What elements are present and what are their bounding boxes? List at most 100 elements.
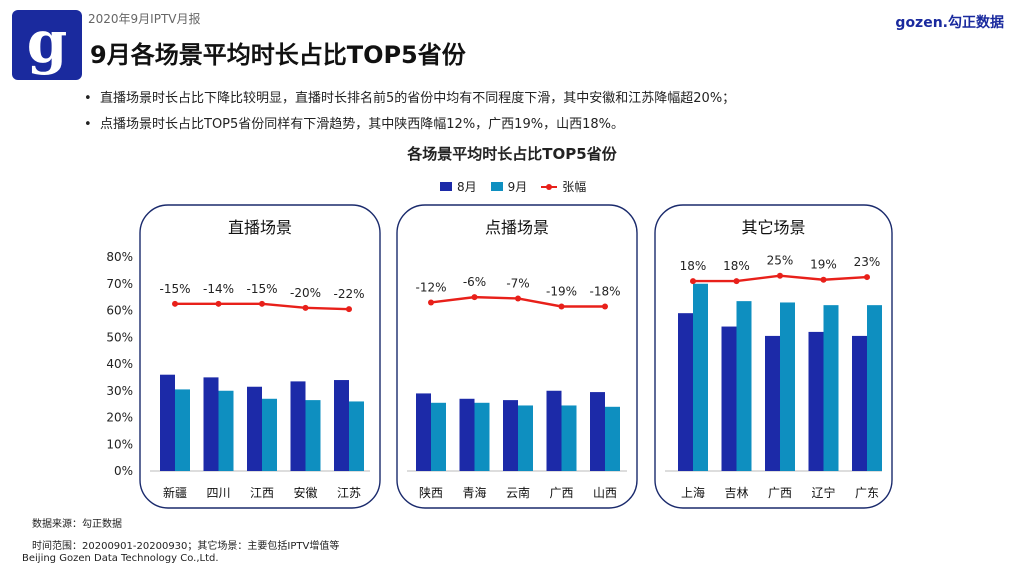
change-point xyxy=(820,276,827,283)
bar-sep xyxy=(736,301,752,471)
x-tick-label: 上海 xyxy=(681,485,705,500)
change-point xyxy=(302,304,309,311)
bar-aug xyxy=(808,331,824,471)
change-point xyxy=(602,303,608,310)
change-point xyxy=(558,303,565,310)
legend-swatch-aug xyxy=(440,182,452,191)
bullet-item: 直播场景时长占比下降比较明显，直播时长排名前5的省份中均有不同程度下滑，其中安徽… xyxy=(84,90,735,107)
y-tick-label: 70% xyxy=(106,277,133,291)
bar-aug xyxy=(203,377,219,471)
change-label: -19% xyxy=(546,284,577,298)
bar-sep xyxy=(262,398,277,471)
change-label: -15% xyxy=(159,282,190,296)
gozen-logo: g xyxy=(12,10,82,80)
bar-aug xyxy=(765,335,780,471)
change-point xyxy=(515,295,521,302)
legend-label-aug: 8月 xyxy=(457,180,477,194)
x-tick-label: 安徽 xyxy=(293,485,317,500)
change-point xyxy=(346,306,352,313)
brand-logo: gozen.勾正数据 xyxy=(895,15,1004,31)
bar-sep xyxy=(305,400,321,471)
y-tick-label: 80% xyxy=(106,250,133,264)
summary-bullets: 直播场景时长占比下降比较明显，直播时长排名前5的省份中均有不同程度下滑，其中安徽… xyxy=(84,90,735,142)
data-source: 数据来源：勾正数据 xyxy=(32,519,122,530)
legend-line-change xyxy=(541,183,558,190)
x-tick-label: 辽宁 xyxy=(811,485,835,500)
bar-sep xyxy=(780,302,795,471)
change-point xyxy=(172,300,178,307)
y-tick-label: 0% xyxy=(114,464,133,478)
x-tick-label: 广西 xyxy=(549,486,573,500)
panel-frame xyxy=(139,204,381,509)
bar-aug xyxy=(852,335,867,471)
x-tick-label: 新疆 xyxy=(163,485,187,500)
x-tick-label: 四川 xyxy=(206,486,230,500)
change-point xyxy=(690,278,696,285)
page-title: 9月各场景平均时长占比TOP5省份 xyxy=(90,41,466,69)
change-point xyxy=(777,272,783,279)
bullet-item: 点播场景时长占比TOP5省份同样有下滑趋势，其中陕西降幅12%，广西19%，山西… xyxy=(84,116,735,133)
bar-sep xyxy=(175,389,190,471)
panel-title: 其它场景 xyxy=(741,218,805,237)
change-label: -22% xyxy=(333,287,364,301)
y-tick-label: 30% xyxy=(106,384,133,398)
change-point xyxy=(259,300,265,307)
legend-sep: 9月 xyxy=(490,178,527,195)
legend-swatch-sep xyxy=(490,182,503,191)
change-point xyxy=(428,299,434,306)
change-label: -12% xyxy=(415,280,446,294)
y-tick-label: 60% xyxy=(106,304,133,318)
change-label: 23% xyxy=(854,255,881,269)
bar-aug xyxy=(590,392,605,471)
x-tick-label: 江苏 xyxy=(337,486,361,500)
y-tick-label: 20% xyxy=(106,411,133,425)
time-range: 时间范围：20200901-20200930；其它场景：主要包括IPTV增值等 xyxy=(32,541,340,552)
change-label: -18% xyxy=(589,284,620,298)
x-tick-label: 山西 xyxy=(593,486,617,500)
change-label: -20% xyxy=(290,286,321,300)
change-label: 18% xyxy=(723,259,750,273)
x-tick-label: 吉林 xyxy=(724,486,748,500)
x-tick-label: 陕西 xyxy=(419,485,443,500)
bar-aug xyxy=(459,398,475,471)
change-label: 25% xyxy=(767,254,794,268)
change-label: 18% xyxy=(680,259,707,273)
bar-aug xyxy=(546,390,562,471)
chart-title: 各场景平均时长占比TOP5省份 xyxy=(407,145,617,163)
bar-sep xyxy=(474,402,490,471)
change-label: -7% xyxy=(506,276,529,290)
bar-aug xyxy=(416,393,431,471)
report-tag: 2020年9月IPTV月报 xyxy=(88,12,201,26)
change-point xyxy=(864,274,870,281)
panel-frame xyxy=(654,204,893,509)
panel-title: 直播场景 xyxy=(228,218,292,237)
change-point xyxy=(215,300,222,307)
change-point xyxy=(733,278,740,285)
bar-sep xyxy=(349,401,364,471)
x-tick-label: 江西 xyxy=(250,486,274,500)
x-tick-label: 广西 xyxy=(768,486,792,500)
change-label: -14% xyxy=(203,282,234,296)
legend-change: 张幅 xyxy=(541,178,586,195)
x-tick-label: 青海 xyxy=(462,485,486,500)
bar-aug xyxy=(247,386,262,471)
bar-sep xyxy=(605,406,620,471)
legend-aug: 8月 xyxy=(440,178,477,195)
bar-sep xyxy=(561,405,577,471)
bar-sep xyxy=(693,283,708,471)
y-tick-label: 10% xyxy=(106,437,133,451)
company-name: Beijing Gozen Data Technology Co.,Ltd. xyxy=(22,553,219,564)
change-label: -15% xyxy=(246,282,277,296)
x-tick-label: 云南 xyxy=(506,485,530,500)
bar-aug xyxy=(334,380,349,471)
bar-sep xyxy=(823,305,839,471)
bar-aug xyxy=(678,313,693,471)
bar-sep xyxy=(867,305,882,471)
panel-frame xyxy=(396,204,638,509)
change-label: 19% xyxy=(810,258,837,272)
bar-sep xyxy=(218,390,234,471)
panel-title: 点播场景 xyxy=(485,218,549,237)
bar-sep xyxy=(518,405,533,471)
x-tick-label: 广东 xyxy=(855,486,879,500)
